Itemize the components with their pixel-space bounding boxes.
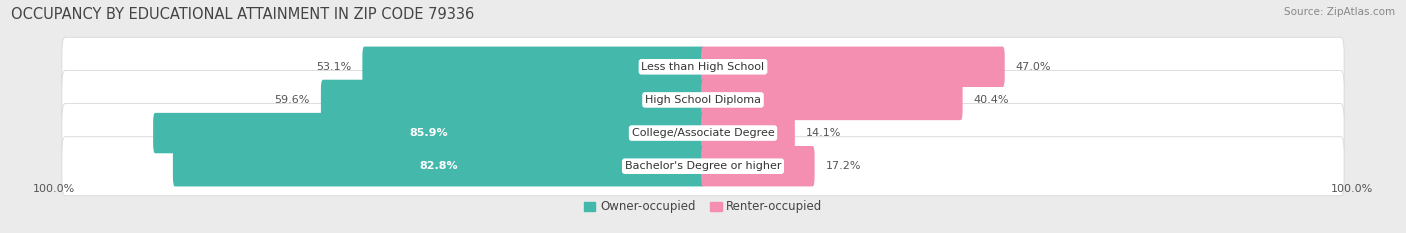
Text: 47.0%: 47.0% <box>1015 62 1052 72</box>
Text: 17.2%: 17.2% <box>825 161 860 171</box>
FancyBboxPatch shape <box>321 80 704 120</box>
Text: 59.6%: 59.6% <box>274 95 311 105</box>
Legend: Owner-occupied, Renter-occupied: Owner-occupied, Renter-occupied <box>579 195 827 218</box>
FancyBboxPatch shape <box>702 146 814 186</box>
FancyBboxPatch shape <box>62 37 1344 96</box>
Text: 53.1%: 53.1% <box>316 62 352 72</box>
Text: 85.9%: 85.9% <box>409 128 449 138</box>
Text: Less than High School: Less than High School <box>641 62 765 72</box>
Text: 40.4%: 40.4% <box>973 95 1010 105</box>
Text: College/Associate Degree: College/Associate Degree <box>631 128 775 138</box>
FancyBboxPatch shape <box>702 113 794 153</box>
FancyBboxPatch shape <box>62 137 1344 196</box>
FancyBboxPatch shape <box>702 80 963 120</box>
Text: High School Diploma: High School Diploma <box>645 95 761 105</box>
FancyBboxPatch shape <box>153 113 704 153</box>
Text: Bachelor's Degree or higher: Bachelor's Degree or higher <box>624 161 782 171</box>
FancyBboxPatch shape <box>702 47 1005 87</box>
FancyBboxPatch shape <box>62 104 1344 163</box>
FancyBboxPatch shape <box>363 47 704 87</box>
FancyBboxPatch shape <box>173 146 704 186</box>
Text: 14.1%: 14.1% <box>806 128 841 138</box>
FancyBboxPatch shape <box>62 70 1344 129</box>
Text: 100.0%: 100.0% <box>1330 184 1372 194</box>
Text: Source: ZipAtlas.com: Source: ZipAtlas.com <box>1284 7 1395 17</box>
Text: 100.0%: 100.0% <box>34 184 76 194</box>
Text: 82.8%: 82.8% <box>419 161 458 171</box>
Text: OCCUPANCY BY EDUCATIONAL ATTAINMENT IN ZIP CODE 79336: OCCUPANCY BY EDUCATIONAL ATTAINMENT IN Z… <box>11 7 474 22</box>
